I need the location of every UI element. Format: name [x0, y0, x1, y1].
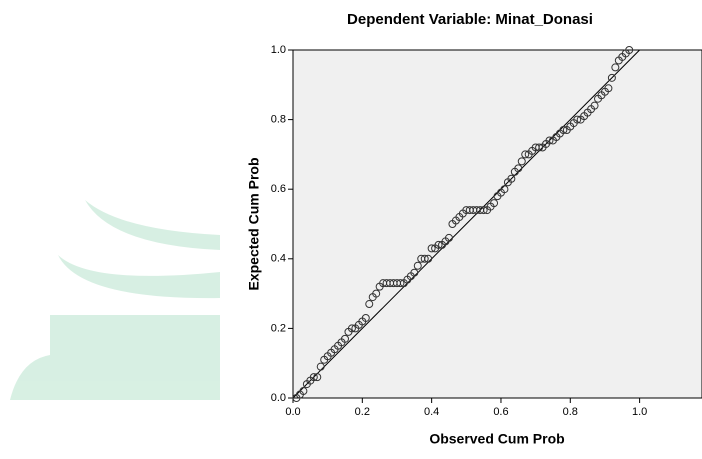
x-axis-label: Observed Cum Prob	[429, 431, 564, 447]
y-tick-label: 0.2	[271, 322, 286, 334]
data-point	[434, 240, 443, 249]
data-point	[517, 157, 526, 166]
data-point	[340, 334, 349, 343]
y-tick-label: 0.0	[271, 392, 286, 404]
data-point	[479, 206, 488, 215]
data-point	[413, 261, 422, 270]
data-point	[604, 84, 613, 93]
data-point	[420, 254, 429, 263]
data-point	[361, 313, 370, 322]
data-point	[313, 373, 322, 382]
data-point	[410, 268, 419, 277]
data-point	[611, 63, 620, 72]
y-axis-label: Expected Cum Prob	[246, 157, 262, 290]
data-point	[316, 362, 325, 371]
y-tick-label: 1.0	[271, 44, 286, 56]
data-point	[299, 387, 308, 396]
data-point	[514, 164, 523, 173]
data-point	[427, 244, 436, 253]
x-tick-label: 0.2	[355, 406, 370, 418]
reference-line	[292, 49, 640, 399]
x-tick-label: 0.8	[563, 406, 578, 418]
data-point	[573, 115, 582, 124]
data-point	[347, 324, 356, 333]
chart-title: Dependent Variable: Minat_Donasi	[347, 11, 593, 28]
x-tick-label: 0.6	[493, 406, 508, 418]
data-point	[309, 373, 318, 382]
x-tick-label: 0.0	[285, 406, 300, 418]
x-tick-label: 0.4	[424, 406, 439, 418]
data-point	[396, 279, 405, 288]
watermark	[10, 200, 220, 400]
plot-area	[292, 49, 702, 399]
data-point	[607, 73, 616, 82]
data-point	[424, 254, 433, 263]
y-tick-label: 0.6	[271, 183, 286, 195]
data-point	[559, 126, 568, 135]
data-point	[500, 185, 509, 194]
x-tick-label: 1.0	[632, 406, 647, 418]
data-point	[444, 233, 453, 242]
y-tick-label: 0.4	[271, 253, 286, 265]
data-point	[521, 150, 530, 159]
data-point	[625, 46, 634, 54]
y-tick-label: 0.8	[271, 114, 286, 126]
data-point	[372, 289, 381, 298]
data-point	[545, 136, 554, 145]
data-point	[490, 199, 499, 208]
data-point	[507, 174, 516, 183]
data-point	[365, 300, 374, 309]
data-point	[535, 143, 544, 152]
data-point	[590, 101, 599, 110]
